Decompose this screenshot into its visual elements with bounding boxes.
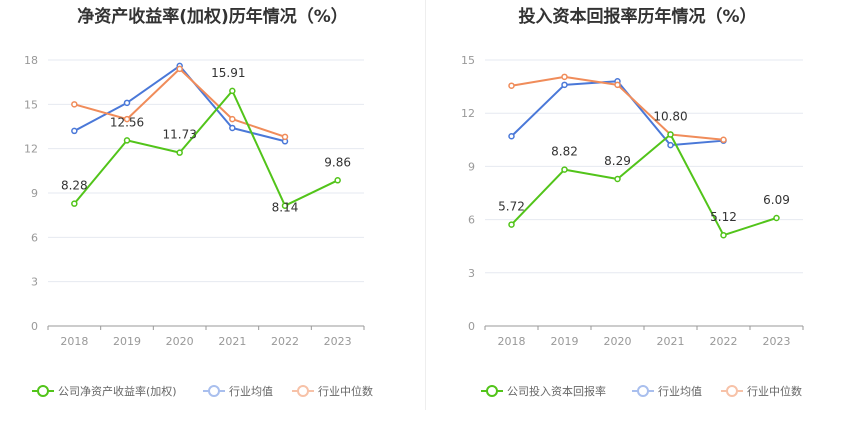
data-point	[229, 87, 236, 95]
legend-label: 公司净资产收益率(加权)	[58, 385, 177, 398]
legend-label: 公司投入资本回报率	[507, 385, 606, 398]
x-tick-label: 2020	[604, 335, 632, 348]
legend-item-industry-median[interactable]: 行业中位数	[292, 382, 373, 400]
data-point	[71, 127, 78, 135]
data-point	[561, 73, 568, 81]
chart-title: 净资产收益率(加权)历年情况（%）	[77, 7, 348, 27]
x-tick-label: 2018	[498, 335, 526, 348]
roe-line-chart: 0 3 6 9 12 15 18 2018 2019 2020 2021 2022 2023 8.28 12…	[24, 54, 365, 348]
data-label: 9.86	[324, 155, 351, 169]
data-point	[720, 136, 727, 144]
chart-title: 投入资本回报率历年情况（%）	[518, 7, 757, 27]
data-label: 6.09	[763, 193, 790, 207]
data-point	[334, 177, 341, 184]
data-point	[71, 200, 78, 207]
data-point	[71, 101, 78, 108]
data-label: 8.14	[272, 201, 299, 215]
y-tick-label: 6	[31, 231, 38, 244]
data-point	[229, 115, 236, 123]
legend-label: 行业中位数	[318, 385, 373, 398]
legend-line-icon	[481, 384, 503, 398]
x-tick-label: 2020	[166, 335, 194, 348]
data-label: 10.80	[653, 109, 687, 123]
x-tick-label: 2018	[60, 335, 88, 348]
legend-item-industry-median[interactable]: 行业中位数	[721, 382, 802, 400]
legend-item-industry-mean[interactable]: 行业均值	[632, 382, 702, 400]
data-point	[123, 137, 131, 144]
data-label: 12.56	[110, 115, 144, 129]
y-tick-label: 15	[461, 54, 475, 67]
series-line	[510, 133, 777, 237]
panel-divider	[425, 0, 426, 410]
data-point	[508, 133, 515, 140]
legend-label: 行业中位数	[747, 385, 802, 398]
y-tick-label: 9	[31, 187, 38, 200]
data-label: 8.82	[551, 145, 578, 159]
data-point	[229, 124, 236, 132]
data-label: 8.28	[61, 179, 88, 193]
chart-legend: 公司投入资本回报率 行业均值 行业中位数	[425, 382, 850, 400]
chart-legend: 公司净资产收益率(加权) 行业均值 行业中位数	[0, 382, 425, 400]
legend-line-icon	[203, 384, 225, 398]
data-point	[614, 81, 621, 89]
roe-chart-panel: 净资产收益率(加权)历年情况（%） 0 3 6 9 12 15 18 2018 2019 2020…	[0, 7, 425, 400]
legend-line-icon	[292, 384, 314, 398]
data-point	[667, 141, 674, 149]
data-point	[561, 166, 568, 173]
legend-label: 行业均值	[658, 385, 702, 398]
x-tick-label: 2022	[710, 335, 738, 348]
data-point	[773, 214, 780, 222]
data-point	[508, 221, 515, 228]
data-point	[561, 81, 568, 89]
legend-item-company[interactable]: 公司净资产收益率(加权)	[32, 382, 177, 400]
data-point	[176, 149, 183, 156]
series-line	[74, 67, 286, 138]
data-point	[614, 175, 621, 183]
y-tick-label: 18	[24, 54, 38, 67]
roic-chart-panel: 投入资本回报率历年情况（%） 0 3 6 9 12 15 2018 2019 2020 2021 2…	[425, 0, 850, 437]
x-tick-label: 2021	[657, 335, 685, 348]
data-label: 8.29	[604, 154, 631, 168]
data-point	[667, 131, 674, 138]
data-label: 11.73	[162, 128, 196, 142]
x-tick-label: 2019	[551, 335, 579, 348]
x-tick-label: 2019	[113, 335, 141, 348]
legend-line-icon	[32, 384, 54, 398]
legend-line-icon	[632, 384, 654, 398]
data-label: 5.72	[498, 200, 525, 214]
x-tick-label: 2023	[324, 335, 352, 348]
y-tick-label: 15	[24, 98, 38, 111]
y-tick-label: 9	[468, 160, 475, 173]
y-tick-label: 0	[468, 320, 475, 333]
legend-label: 行业均值	[229, 385, 273, 398]
series-line	[73, 89, 339, 207]
data-point	[123, 99, 131, 107]
y-tick-label: 6	[468, 214, 475, 227]
data-point	[176, 65, 183, 73]
x-tick-label: 2023	[763, 335, 791, 348]
legend-line-icon	[721, 384, 743, 398]
data-point	[123, 115, 131, 123]
data-point	[281, 133, 289, 141]
x-tick-label: 2021	[218, 335, 246, 348]
y-tick-label: 12	[461, 107, 475, 120]
data-label: 5.12	[710, 210, 737, 224]
data-label: 15.91	[211, 66, 245, 80]
y-tick-label: 3	[31, 276, 38, 289]
y-tick-label: 3	[468, 267, 475, 280]
data-point	[508, 82, 515, 89]
roic-line-chart: 0 3 6 9 12 15 2018 2019 2020 2021 2022 2023 5.72 8.82…	[461, 54, 804, 348]
legend-item-industry-mean[interactable]: 行业均值	[203, 382, 273, 400]
data-point	[281, 202, 289, 209]
x-tick-label: 2022	[271, 335, 299, 348]
y-tick-label: 12	[24, 143, 38, 156]
data-point	[720, 231, 727, 239]
y-tick-label: 0	[31, 320, 38, 333]
legend-item-company[interactable]: 公司投入资本回报率	[481, 382, 606, 400]
